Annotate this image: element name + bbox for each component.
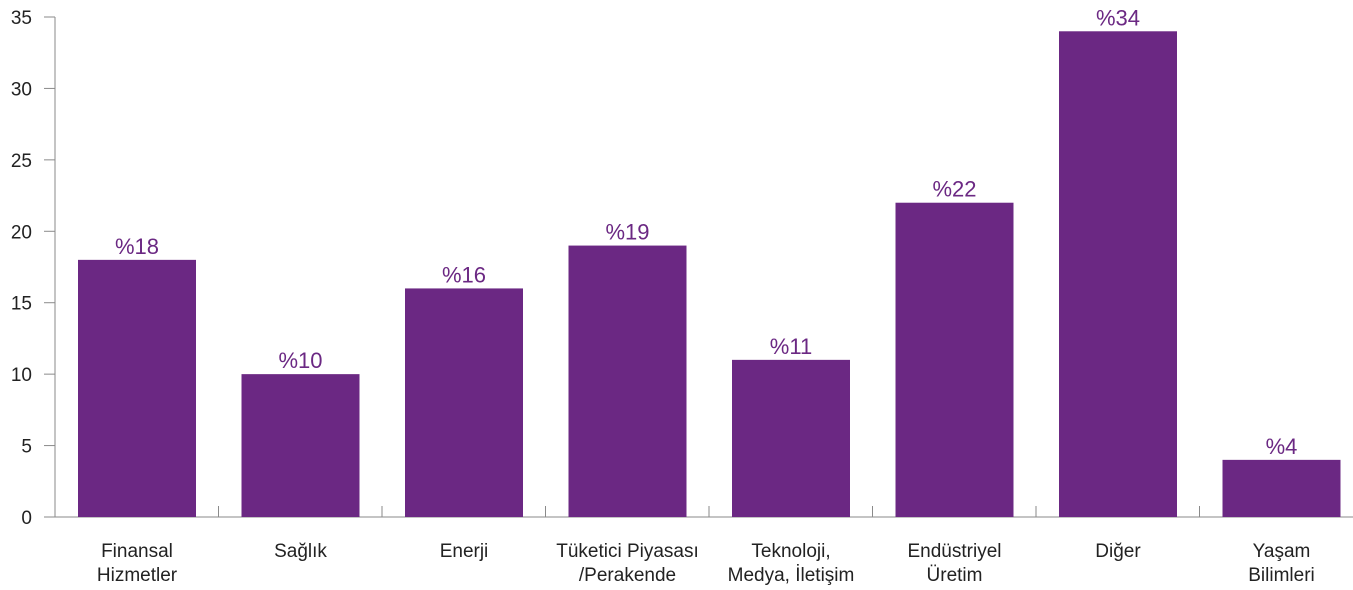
category-label-line: Medya, İletişim [728,565,855,586]
bar [568,245,687,518]
data-label: %10 [278,348,322,373]
category-label-line: Endüstriyel [908,541,1002,562]
y-tick-label: 5 [21,437,32,458]
bar [732,359,850,517]
category-label-line: Hizmetler [97,565,178,586]
y-tick-label: 15 [11,294,32,315]
category-label-line: Diğer [1095,541,1141,562]
data-label: %22 [932,177,976,202]
category-label: Teknoloji, Medya, İletişim [728,541,855,586]
y-tick-label: 35 [11,8,32,29]
category-label: Endüstriyel Üretim [908,541,1002,586]
data-labels: %18 %10 %16 %19 %11 %22 %34 %4 [115,5,1297,459]
category-label: Sağlık [274,541,327,562]
data-label: %18 [115,234,159,259]
category-label: Yaşam Bilimleri [1248,541,1315,586]
bar [1222,459,1341,517]
bar [895,202,1014,517]
category-label-line: Bilimleri [1248,565,1315,586]
data-label: %4 [1266,434,1298,459]
data-label: %16 [442,262,486,287]
y-tick-label: 0 [21,508,32,529]
category-label: Tüketici Piyasası/Perakende [556,541,699,586]
category-label: Enerji [440,541,489,562]
category-label-line: Yaşam [1253,541,1311,562]
category-label-line: Enerji [440,541,489,562]
bar [78,259,196,517]
category-label-line: Üretim [927,565,983,586]
bar [1059,31,1177,518]
category-labels: Finansal Hizmetler Sağlık Enerji Tüketici Pi… [97,541,1315,586]
data-label: %11 [770,334,812,359]
category-label: Diğer [1095,541,1141,562]
category-label-line: Finansal [101,541,173,562]
bar [405,288,523,517]
category-label: Finansal Hizmetler [97,541,178,586]
category-label-line: /Perakende [579,565,676,586]
y-tick-label: 20 [11,222,32,243]
category-label-line: Tüketici Piyasası [556,541,699,562]
y-tick-label: 10 [11,365,32,386]
y-tick-label: 30 [11,79,32,100]
category-label-line: Sağlık [274,541,327,562]
data-label: %34 [1096,5,1140,30]
data-label: %19 [605,220,649,245]
y-tick-label: 25 [11,151,32,172]
bars [78,31,1341,518]
y-axis: 0 5 10 15 20 25 30 35 [11,8,56,529]
bar [241,374,360,517]
category-label-line: Teknoloji, [751,541,830,562]
